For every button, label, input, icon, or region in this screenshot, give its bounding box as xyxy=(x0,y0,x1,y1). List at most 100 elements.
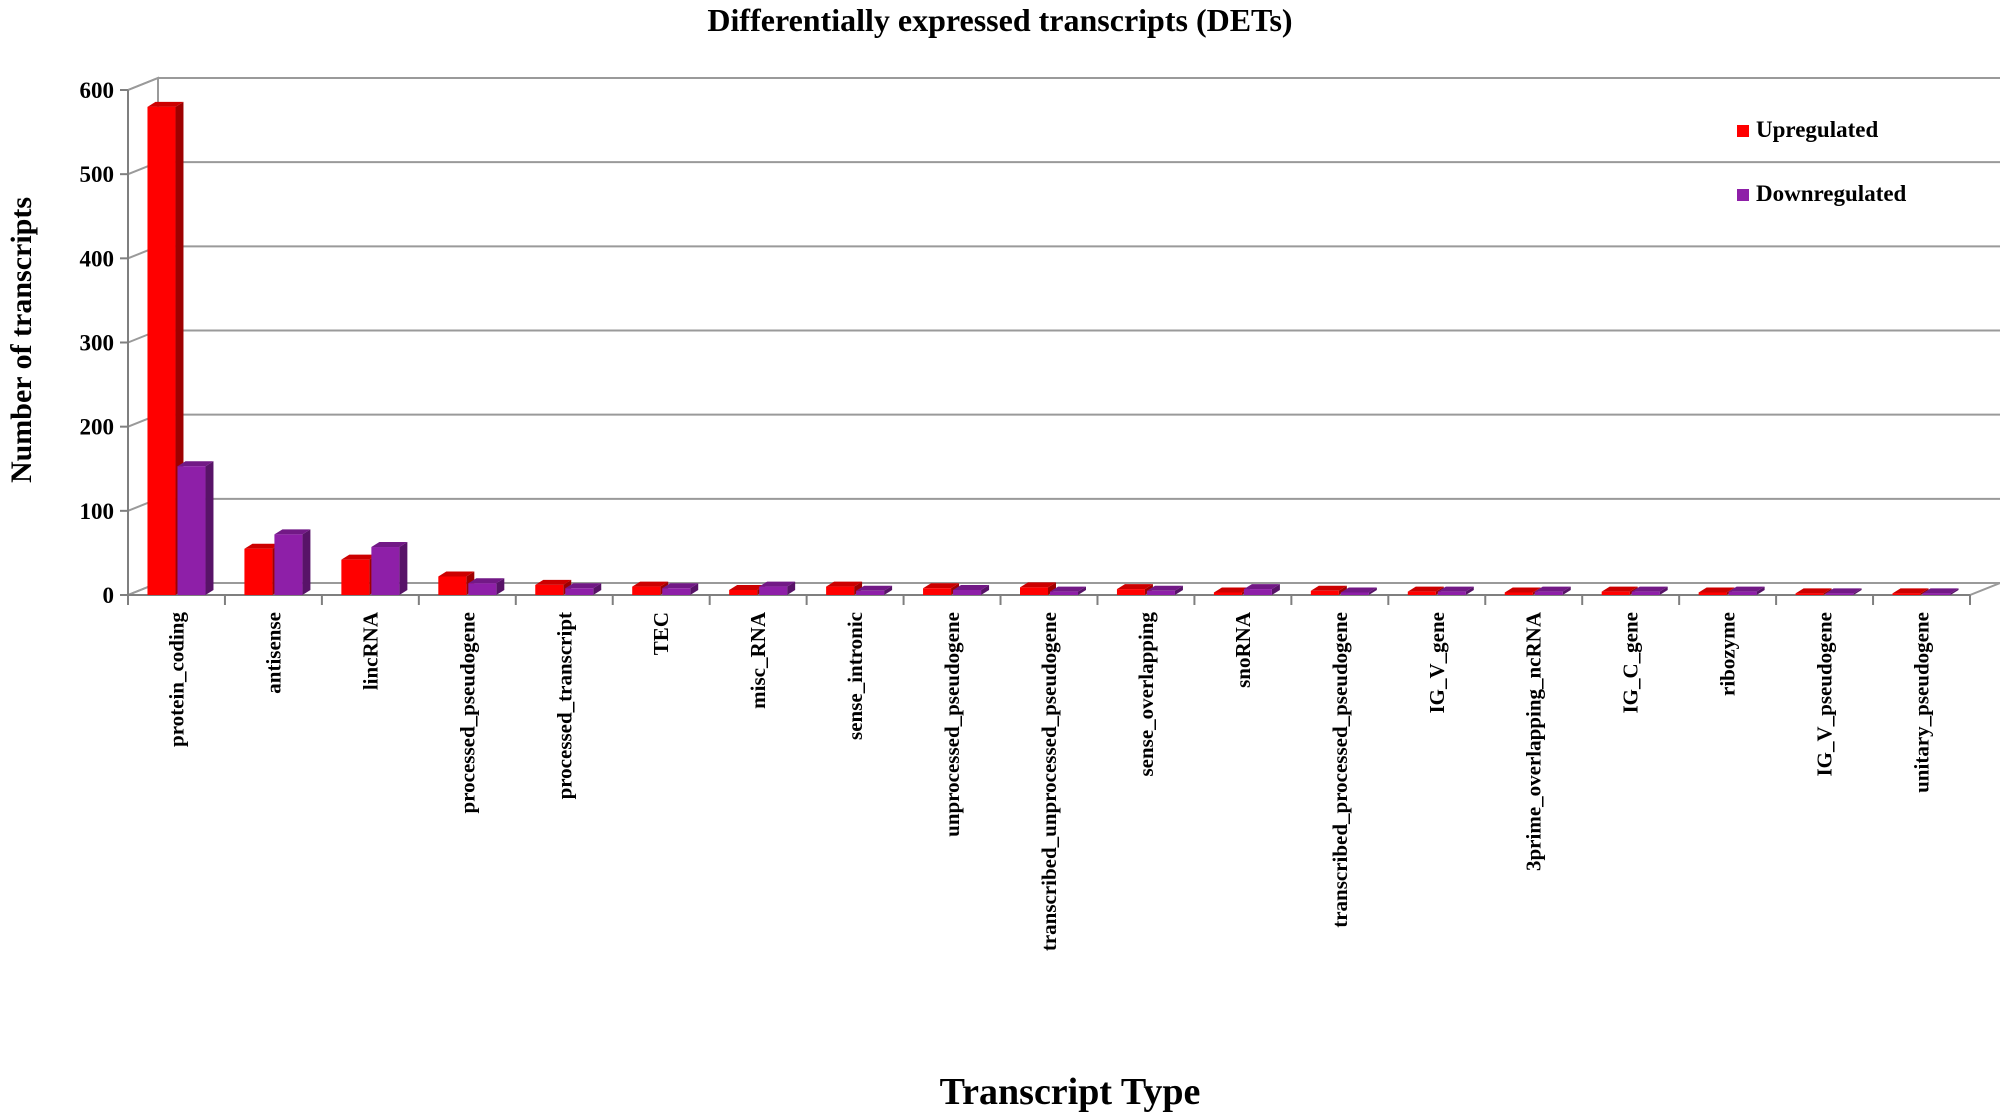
bar-front xyxy=(244,548,273,595)
bar-top xyxy=(535,579,572,585)
x-category-label: processed_pseudogene xyxy=(455,612,479,813)
bar-front xyxy=(1922,593,1951,595)
bar-side xyxy=(1271,584,1280,595)
bar-downregulated xyxy=(759,581,796,595)
bar-front xyxy=(565,588,594,595)
bar-front xyxy=(1243,589,1272,595)
bar-top xyxy=(923,583,960,589)
bar-front xyxy=(1601,591,1630,595)
bar-front xyxy=(923,588,952,595)
bar-downregulated xyxy=(1825,588,1862,595)
bar-top xyxy=(1437,586,1474,592)
bar-front xyxy=(1892,593,1921,595)
x-category-label: unprocessed_pseudogene xyxy=(940,612,964,837)
bar-front xyxy=(1795,593,1824,595)
x-category-label: sense_intronic xyxy=(843,612,867,740)
bar-top xyxy=(1728,586,1765,592)
bar-downregulated xyxy=(1146,585,1183,595)
bar-downregulated xyxy=(1534,586,1571,595)
x-category-label: transcribed_processed_pseudogene xyxy=(1328,612,1352,928)
bar-front xyxy=(438,576,467,595)
x-category-label: antisense xyxy=(261,612,285,694)
legend-label: Downregulated xyxy=(1756,181,1907,206)
bar-front xyxy=(662,588,691,595)
y-tick-label: 500 xyxy=(80,162,115,187)
bar-side xyxy=(1950,588,1959,595)
bar-top xyxy=(1340,587,1377,593)
bar-front xyxy=(1728,591,1757,595)
bar-top xyxy=(1213,587,1250,593)
bar-side xyxy=(205,461,214,595)
y-tick-label: 200 xyxy=(80,415,115,440)
bar-front xyxy=(1698,592,1727,595)
bar-front xyxy=(1534,591,1563,595)
legend-swatch xyxy=(1737,189,1749,201)
bar-downregulated xyxy=(662,583,699,595)
bar-front xyxy=(1437,591,1466,595)
bar-top xyxy=(953,584,990,590)
bar-front xyxy=(535,584,564,595)
bar-front xyxy=(953,589,982,595)
x-category-label: transcribed_unprocessed_pseudogene xyxy=(1037,612,1061,951)
bar-top xyxy=(1892,588,1929,594)
bar-side xyxy=(399,542,408,595)
bar-top xyxy=(1534,586,1571,592)
bar-top xyxy=(1825,588,1862,594)
bar-top xyxy=(759,581,796,587)
bar-downregulated xyxy=(371,542,408,595)
bar-side xyxy=(593,583,602,595)
bar-side xyxy=(302,529,311,595)
x-category-label: sense_overlapping xyxy=(1134,612,1158,777)
bar-front xyxy=(729,589,758,595)
bar-top xyxy=(1146,585,1183,591)
y-tick-label: 100 xyxy=(80,499,115,524)
bar-top xyxy=(1116,584,1153,590)
x-category-label: processed_transcript xyxy=(552,612,576,799)
bar-side xyxy=(1659,586,1668,595)
bar-side xyxy=(1562,586,1571,595)
bar-front xyxy=(1116,589,1145,595)
bar-downregulated xyxy=(468,578,505,595)
y-tick-labels: 0 100 200 300 400 500 600 xyxy=(80,78,115,608)
bar-top xyxy=(1504,587,1541,593)
bar-front xyxy=(826,586,855,595)
bar-side xyxy=(1078,586,1086,595)
bar-downregulated xyxy=(177,461,214,595)
bar-side xyxy=(1756,586,1765,595)
axes xyxy=(120,89,1971,605)
plot-walls xyxy=(127,76,2000,597)
bar-side xyxy=(981,584,990,595)
bar-side xyxy=(884,585,893,595)
bar-downregulated xyxy=(1922,588,1959,595)
bar-downregulated xyxy=(565,583,602,595)
x-category-label: TEC xyxy=(649,612,673,655)
x-axis-title: Transcript Type xyxy=(939,1071,1201,1113)
x-category-label: misc_RNA xyxy=(746,611,770,709)
bar-top xyxy=(1795,588,1832,594)
legend-swatch xyxy=(1737,125,1749,137)
bar-side xyxy=(1368,587,1377,595)
bar-top xyxy=(1922,588,1959,594)
bar-top xyxy=(1601,586,1638,592)
y-tick-label: 300 xyxy=(80,331,115,356)
bar-top xyxy=(662,583,699,589)
bar-downregulated xyxy=(1437,586,1474,595)
bar-side xyxy=(690,583,699,595)
bar-side xyxy=(1853,588,1862,595)
gridline-diagonal xyxy=(127,77,159,91)
y-tick-label: 600 xyxy=(80,78,115,103)
bar-downregulated xyxy=(1050,586,1086,595)
bar-top xyxy=(147,101,184,107)
bar-front xyxy=(177,466,206,595)
bar-top xyxy=(341,554,378,560)
gridlines xyxy=(127,77,2000,596)
bar-top xyxy=(1243,584,1280,590)
bar-downregulated xyxy=(953,584,990,595)
bar-downregulated xyxy=(856,585,893,595)
bar-top xyxy=(1407,586,1444,592)
bar-front xyxy=(1340,592,1369,595)
bar-downregulated xyxy=(1728,586,1765,595)
bar-front xyxy=(632,586,661,595)
x-category-labels: protein_coding antisense lincRNA processed_… xyxy=(164,611,1933,951)
chart-title: Differentially expressed transcripts (DE… xyxy=(707,2,1293,38)
